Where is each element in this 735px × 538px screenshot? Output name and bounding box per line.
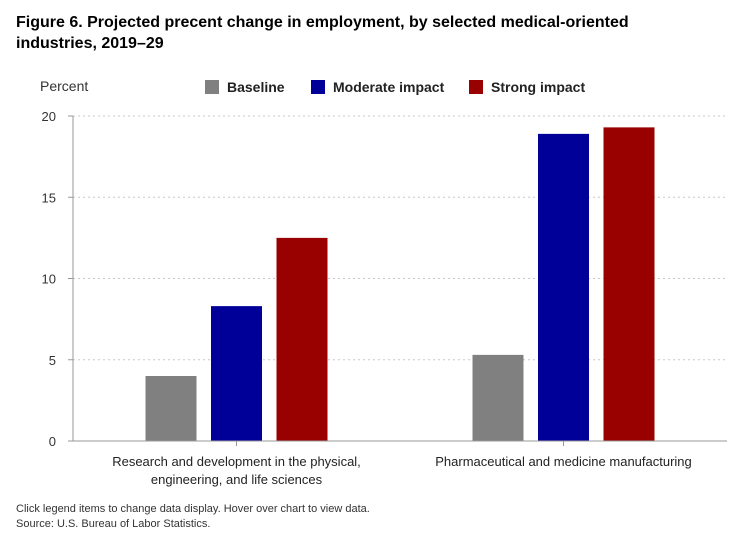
legend-label-moderate-impact: Moderate impact xyxy=(333,79,445,95)
chart-title-line-1: Figure 6. Projected precent change in em… xyxy=(16,14,629,31)
chart-title-line-2: industries, 2019–29 xyxy=(16,35,164,52)
legend-swatch-moderate-impact xyxy=(311,80,325,94)
footer-note: Click legend items to change data displa… xyxy=(16,503,370,515)
bar-baseline xyxy=(145,376,197,441)
x-tick-label: Pharmaceutical and medicine manufacturin… xyxy=(435,454,692,469)
bar-baseline xyxy=(472,354,524,441)
footer-source: Source: U.S. Bureau of Labor Statistics. xyxy=(16,518,211,530)
bar-strong-impact xyxy=(603,127,655,441)
bar-moderate-impact xyxy=(538,133,589,441)
y-tick-label: 10 xyxy=(42,272,56,287)
x-tick-label: Research and development in the physical… xyxy=(112,454,361,469)
y-tick-label: 5 xyxy=(49,353,56,368)
y-tick-label: 0 xyxy=(49,434,56,449)
y-tick-label: 15 xyxy=(42,190,56,205)
legend-swatch-baseline xyxy=(205,80,219,94)
legend-label-baseline: Baseline xyxy=(227,79,285,95)
x-tick-label: engineering, and life sciences xyxy=(151,472,323,487)
bar-strong-impact xyxy=(276,237,328,441)
y-axis-label: Percent xyxy=(40,78,88,94)
y-tick-label: 20 xyxy=(42,109,56,124)
chart-title: Figure 6. Projected precent change in em… xyxy=(16,12,716,54)
legend-swatch-strong-impact xyxy=(469,80,483,94)
bar-moderate-impact xyxy=(211,306,262,441)
legend-label-strong-impact: Strong impact xyxy=(491,79,586,95)
